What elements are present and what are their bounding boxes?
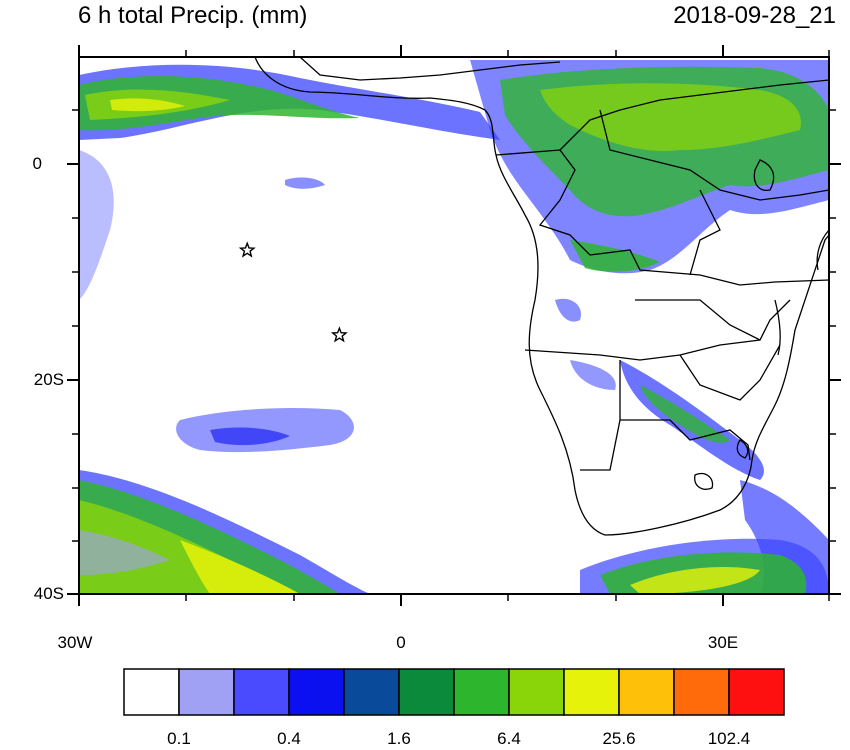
- colorbar-swatch-5: [343, 668, 400, 716]
- lat-label-0: 0: [32, 154, 42, 173]
- precip-field: [79, 60, 829, 594]
- colorbar: [123, 668, 785, 716]
- map-datetime: 2018-09-28_21: [673, 2, 836, 29]
- star-marker-1: [238, 241, 256, 258]
- colorbar-label-5: 25.6: [602, 729, 636, 748]
- lon-label-30w: 30W: [57, 633, 93, 652]
- axis-ticks: [67, 45, 841, 606]
- colorbar-swatch-7: [453, 668, 510, 716]
- colorbar-swatch-6: [398, 668, 455, 716]
- lat-label-20s: 20S: [33, 370, 64, 389]
- colorbar-swatch-4: [288, 668, 345, 716]
- coastlines-borders: [254, 57, 829, 536]
- colorbar-label-6: 102.4: [707, 729, 751, 748]
- colorbar-label-1: 0.1: [167, 729, 191, 748]
- colorbar-label-4: 6.4: [497, 729, 521, 748]
- axis-minor-ticks: [72, 50, 836, 601]
- colorbar-label-3: 1.6: [387, 729, 411, 748]
- map-title: 6 h total Precip. (mm): [78, 2, 308, 29]
- colorbar-swatch-2: [178, 668, 235, 716]
- colorbar-label-2: 0.4: [277, 729, 301, 748]
- lon-label-30e: 30E: [707, 633, 739, 652]
- lon-label-0: 0: [396, 633, 406, 652]
- lat-label-40s: 40S: [33, 584, 64, 603]
- station-markers: [238, 241, 348, 343]
- colorbar-swatch-9: [563, 668, 620, 716]
- colorbar-swatch-12: [728, 668, 785, 716]
- colorbar-swatch-3: [233, 668, 290, 716]
- colorbar-swatch-11: [673, 668, 730, 716]
- colorbar-swatch-8: [508, 668, 565, 716]
- colorbar-swatch-1: [123, 668, 180, 716]
- star-marker-2: [330, 326, 348, 343]
- colorbar-swatch-10: [618, 668, 675, 716]
